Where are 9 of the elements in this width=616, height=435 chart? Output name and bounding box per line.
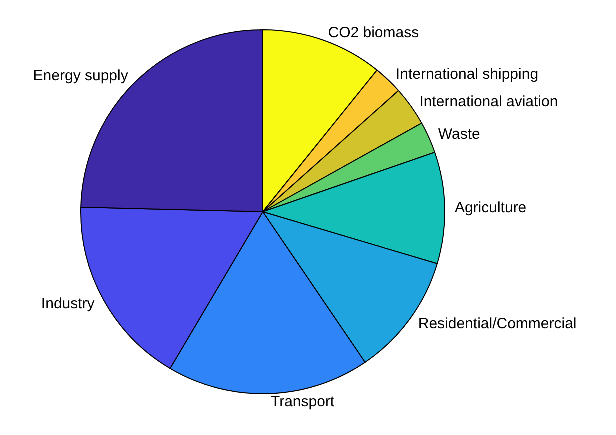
slice-label: International aviation xyxy=(420,93,558,110)
slice-label: Energy supply xyxy=(33,67,129,84)
slice-label: Agriculture xyxy=(454,199,527,216)
slice-label: CO2 biomass xyxy=(328,24,420,42)
slice-label: Industry xyxy=(41,296,96,313)
slice-label: International shipping xyxy=(396,66,539,83)
slice-label: Residential/Commercial xyxy=(418,316,577,333)
slice-label: Waste xyxy=(438,126,480,143)
slice-label: Transport xyxy=(270,393,336,410)
